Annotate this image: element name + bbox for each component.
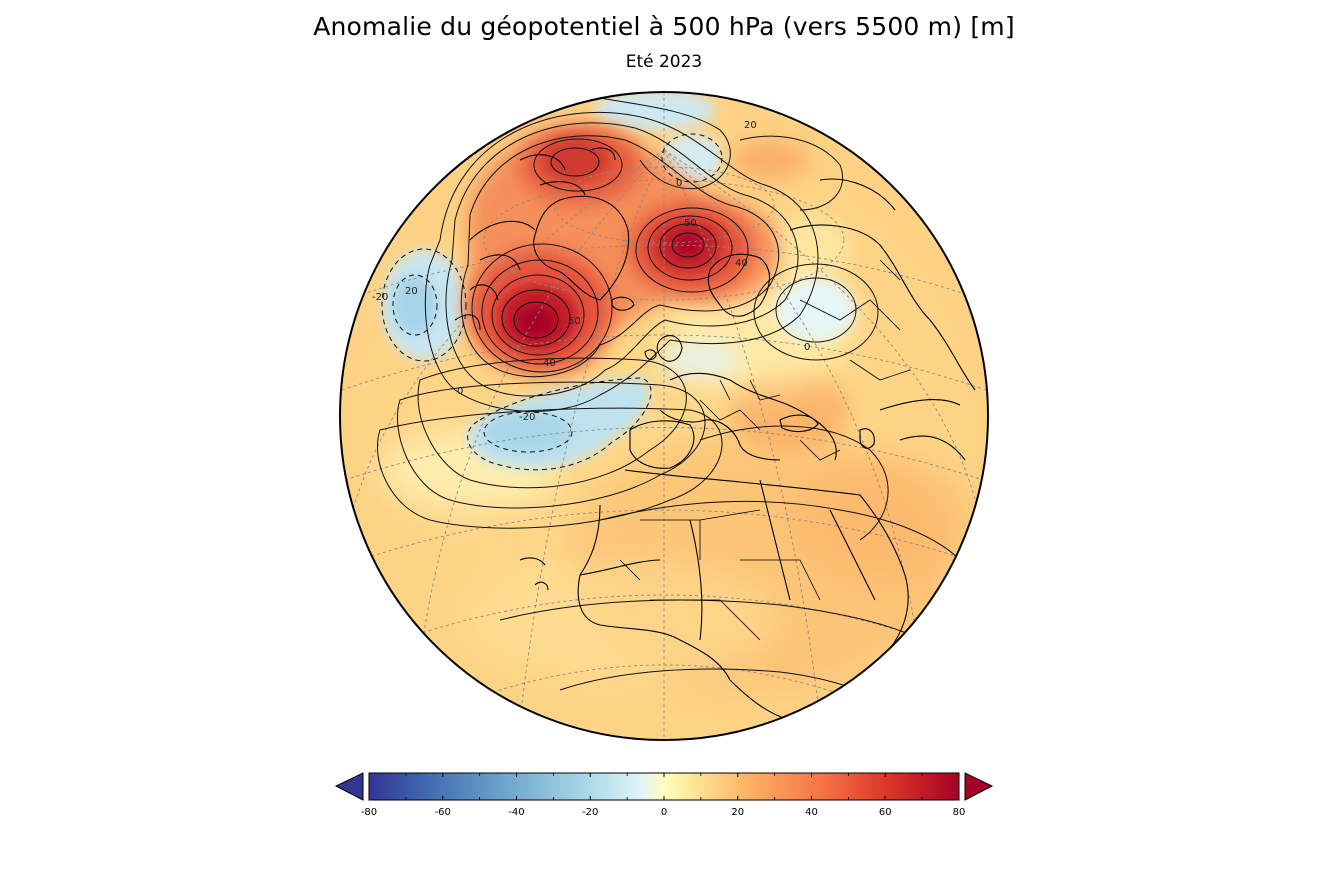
contour-label: 20 xyxy=(744,120,757,131)
colorbar-tick-label: 0 xyxy=(661,807,667,818)
colorbar: -80 -60 -40 -20 0 20 40 60 80 xyxy=(334,772,994,818)
contour-label: -20 xyxy=(519,412,535,423)
map-subtitle: Eté 2023 xyxy=(625,52,703,72)
contour-lines xyxy=(376,97,961,701)
contour-label: 40 xyxy=(543,358,556,369)
colorbar-tick-label: -40 xyxy=(508,807,524,818)
colorbar-tick-label: 40 xyxy=(805,807,818,818)
colorbar-tick-label: 20 xyxy=(731,807,744,818)
contour-label: 50 xyxy=(568,316,581,327)
contour-label: 50 xyxy=(684,218,697,229)
contour-labels: 0 0 0 20 20 -20 -20 40 40 50 50 xyxy=(372,120,810,423)
colorbar-gradient xyxy=(368,772,960,801)
colorbar-tick-label: -20 xyxy=(582,807,598,818)
colorbar-tick-label: 80 xyxy=(953,807,966,818)
globe-outline xyxy=(339,91,989,741)
map-title: Anomalie du géopotentiel à 500 hPa (vers… xyxy=(313,12,1015,41)
colorbar-ticks: -80 -60 -40 -20 0 20 40 60 80 xyxy=(361,773,966,818)
contour-label: 0 xyxy=(804,342,810,353)
contour-label: 20 xyxy=(405,286,418,297)
colorbar-low-extend xyxy=(334,772,364,801)
contour-label: 0 xyxy=(676,178,682,189)
colorbar-tick-label: -80 xyxy=(361,807,377,818)
contour-label: 0 xyxy=(457,386,463,397)
colorbar-high-extend xyxy=(964,772,994,801)
contour-label: -20 xyxy=(372,292,388,303)
colorbar-tick-label: -60 xyxy=(435,807,451,818)
anomaly-field xyxy=(340,92,988,740)
contour-label: 40 xyxy=(735,258,748,269)
colorbar-tick-label: 60 xyxy=(879,807,892,818)
